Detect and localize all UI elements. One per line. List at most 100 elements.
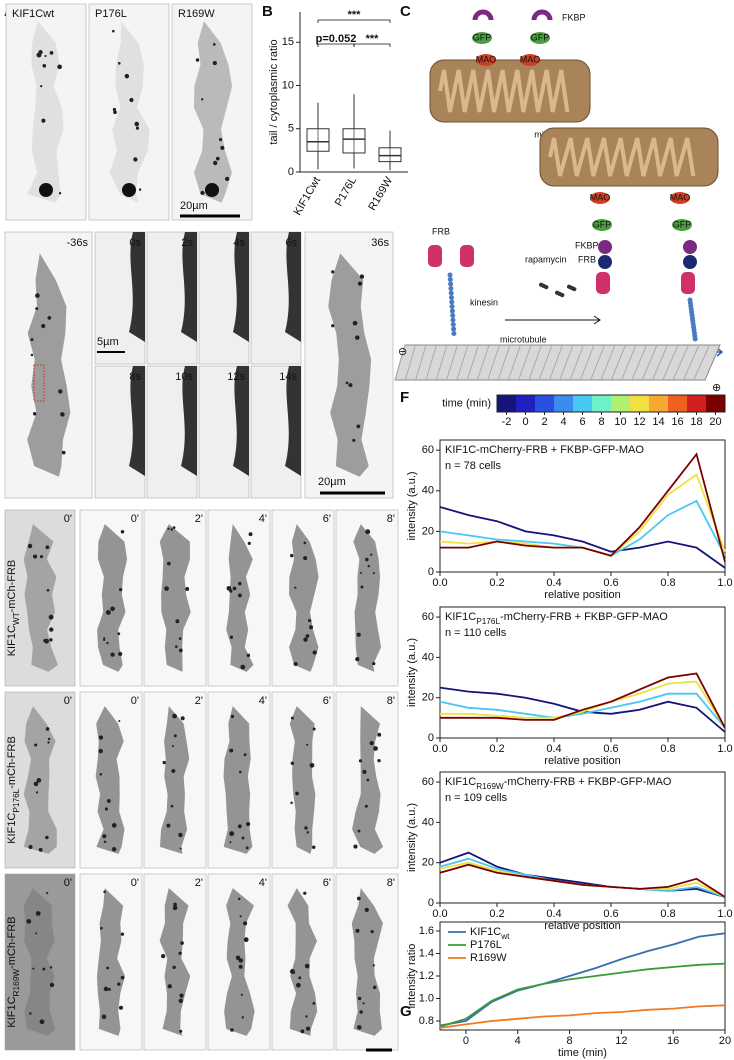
series-line <box>439 857 726 898</box>
chart-note: n = 78 cells <box>445 460 501 472</box>
x-tick-label: 8 <box>566 1035 572 1047</box>
speck <box>27 543 33 549</box>
speck <box>195 58 200 62</box>
speck <box>312 650 317 655</box>
cell <box>226 524 254 672</box>
speck <box>238 581 242 586</box>
speck <box>215 156 220 161</box>
frame <box>439 606 726 739</box>
chart-title-part: KIF1C <box>445 776 476 788</box>
protein-label: MAO <box>590 192 611 202</box>
speck <box>364 804 368 808</box>
speck <box>360 571 363 574</box>
x-tick-label: 0.2 <box>489 577 504 589</box>
speck <box>49 966 53 969</box>
speck <box>295 982 301 988</box>
protein-label: GFP <box>673 219 692 229</box>
y-tick-label: 60 <box>422 776 434 788</box>
stalk <box>447 277 453 282</box>
colorbar-tick-label: 20 <box>709 416 721 428</box>
speck <box>175 619 180 624</box>
stalk <box>451 326 457 332</box>
speck <box>365 557 369 562</box>
frame <box>439 771 726 904</box>
mito <box>181 232 197 342</box>
speck <box>162 760 166 765</box>
speck <box>36 778 42 783</box>
x-tick-label: 1.0 <box>717 577 732 589</box>
label: FKBP <box>562 12 586 22</box>
colorbar-tick-label: 0 <box>522 416 528 428</box>
speck <box>33 554 38 559</box>
speck <box>33 781 39 787</box>
speck <box>230 1028 234 1032</box>
x-tick-label: R169W <box>366 174 395 212</box>
speck <box>358 759 363 763</box>
speck <box>240 664 246 670</box>
protofilament <box>435 344 448 381</box>
legend-label-part: R169W <box>470 952 507 964</box>
speck <box>38 847 43 852</box>
speck <box>164 586 169 591</box>
stalk <box>448 290 454 296</box>
time-label: 2s <box>181 237 193 249</box>
row-label-part: P176L <box>12 788 21 812</box>
cell <box>159 524 191 672</box>
colorbar-tick-label: 4 <box>560 416 566 428</box>
x-tick-label: P176L <box>333 175 359 209</box>
legend-label-part: P176L <box>470 939 502 951</box>
speck <box>304 963 310 969</box>
protofilament <box>549 344 563 381</box>
speck <box>185 586 190 591</box>
time-label: 4' <box>259 877 267 889</box>
label: FKBP <box>575 240 599 250</box>
stalk <box>448 281 454 287</box>
speck <box>305 634 310 638</box>
protofilament <box>672 344 689 381</box>
protein-label: GFP <box>593 219 612 229</box>
speck <box>355 656 360 662</box>
speck <box>44 54 47 58</box>
speck <box>98 735 104 740</box>
speck <box>224 176 230 181</box>
speck <box>135 126 140 130</box>
speck <box>106 798 111 803</box>
roi <box>33 364 45 402</box>
y-tick-label: 1.4 <box>419 947 434 959</box>
row-label-part: -mCh-FRB <box>6 736 18 789</box>
protein-label: MAO <box>476 54 497 64</box>
chart-title-part: KIF1C <box>445 611 476 623</box>
protofilament <box>631 344 647 381</box>
chart-title: KIF1CR169W-mCherry-FRB + FKBP-GFP-MAO <box>445 776 672 791</box>
stalk <box>449 304 455 309</box>
speck <box>102 638 106 642</box>
x-tick-label: 1.0 <box>717 743 732 755</box>
chart-title: KIF1C-mCherry-FRB + FKBP-GFP-MAO <box>445 444 644 456</box>
protofilament <box>476 344 490 381</box>
speck <box>32 967 35 970</box>
frb <box>598 255 612 269</box>
speck <box>372 572 375 575</box>
y-axis-label: intensity ratio <box>406 944 418 1009</box>
speck <box>167 527 170 530</box>
label: ⊖ <box>398 346 407 358</box>
row-label: KIF1CP176L-mCh-FRB <box>6 736 21 844</box>
y-tick-label: 20 <box>422 525 434 537</box>
panel-label: B <box>262 3 273 20</box>
stalk <box>449 295 454 300</box>
y-axis-label: intensity (a.u.) <box>406 803 418 872</box>
speck <box>103 840 107 844</box>
speck <box>173 902 177 907</box>
time-label: 2' <box>195 513 203 525</box>
x-tick-label: 1.0 <box>717 908 732 920</box>
time-label: 6' <box>323 513 331 525</box>
mito <box>285 232 301 342</box>
speck <box>174 645 178 649</box>
speck <box>100 926 103 930</box>
scale-label: 5µm <box>97 336 119 348</box>
protofilament <box>693 344 710 381</box>
speck <box>293 661 298 667</box>
speck <box>35 791 39 794</box>
time-label: 0' <box>64 695 72 707</box>
time-label: 0' <box>64 513 72 525</box>
